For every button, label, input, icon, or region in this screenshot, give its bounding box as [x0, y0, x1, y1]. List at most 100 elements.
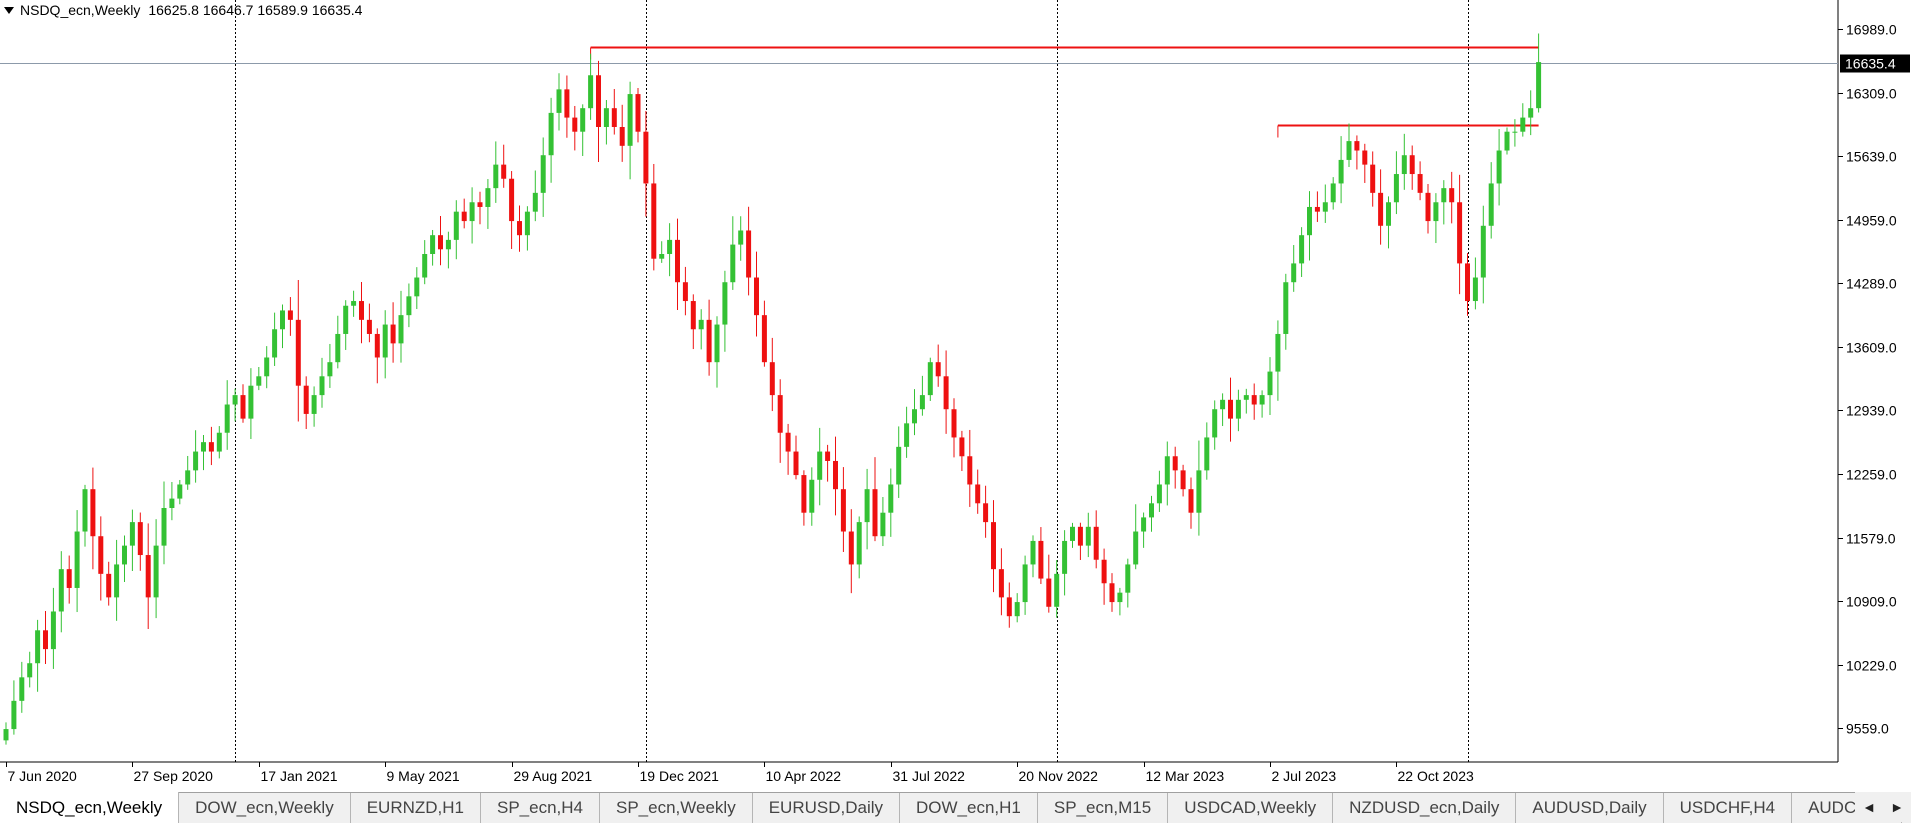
- candle-bullish[interactable]: [177, 479, 183, 505]
- candle-bullish[interactable]: [1386, 196, 1391, 249]
- candle-bullish[interactable]: [1307, 191, 1312, 261]
- candle-bearish[interactable]: [1172, 446, 1178, 489]
- candle-bearish[interactable]: [240, 384, 246, 423]
- candle-bearish[interactable]: [746, 206, 752, 296]
- candle-bullish[interactable]: [469, 187, 475, 244]
- tab-usdcad-weekly[interactable]: USDCAD,Weekly: [1168, 793, 1334, 823]
- candle-bearish[interactable]: [1449, 171, 1455, 224]
- candle-bullish[interactable]: [445, 231, 451, 269]
- candle-bearish[interactable]: [682, 266, 688, 316]
- candle-bullish[interactable]: [880, 497, 886, 547]
- candle-bullish[interactable]: [714, 316, 720, 388]
- candle-bearish[interactable]: [643, 110, 649, 217]
- candle-bearish[interactable]: [1046, 554, 1052, 613]
- candle-bullish[interactable]: [453, 200, 459, 260]
- candle-bullish[interactable]: [11, 680, 17, 735]
- tab-sp-ecn-m15[interactable]: SP_ecn,M15: [1038, 793, 1169, 823]
- candle-bullish[interactable]: [1204, 422, 1210, 480]
- candle-bearish[interactable]: [1457, 174, 1463, 295]
- candle-bearish[interactable]: [777, 379, 783, 463]
- candle-bullish[interactable]: [169, 482, 175, 521]
- candle-bullish[interactable]: [351, 290, 357, 317]
- candle-bullish[interactable]: [35, 619, 41, 692]
- candle-bullish[interactable]: [1235, 389, 1241, 432]
- candle-bullish[interactable]: [1330, 177, 1336, 210]
- candle-bearish[interactable]: [66, 555, 72, 604]
- candle-bearish[interactable]: [754, 251, 759, 337]
- candle-bullish[interactable]: [603, 99, 609, 145]
- candle-bullish[interactable]: [485, 179, 491, 229]
- candle-bearish[interactable]: [1417, 161, 1423, 201]
- candle-bullish[interactable]: [50, 587, 56, 669]
- candle-bullish[interactable]: [1267, 357, 1273, 416]
- candle-bullish[interactable]: [216, 426, 222, 459]
- candle-bearish[interactable]: [951, 398, 957, 458]
- candle-bearish[interactable]: [1093, 510, 1099, 569]
- candle-bullish[interactable]: [129, 509, 135, 572]
- candle-bullish[interactable]: [1504, 127, 1510, 155]
- candle-bearish[interactable]: [98, 516, 104, 601]
- candle-bullish[interactable]: [1022, 555, 1028, 615]
- chart-area[interactable]: 16989.0 16309.0 15639.0 14959.0 14289.0 13609…: [0, 0, 1911, 792]
- candle-bearish[interactable]: [975, 469, 981, 514]
- candle-bearish[interactable]: [90, 467, 96, 570]
- candle-bearish[interactable]: [833, 436, 838, 516]
- candle-bearish[interactable]: [1362, 143, 1368, 183]
- candle-bearish[interactable]: [635, 88, 641, 143]
- candle-bullish[interactable]: [161, 481, 167, 565]
- candle-bearish[interactable]: [1251, 383, 1257, 420]
- candle-bearish[interactable]: [1077, 522, 1083, 560]
- candle-bullish[interactable]: [927, 357, 933, 401]
- candle-bullish[interactable]: [1070, 522, 1075, 548]
- candle-bullish[interactable]: [319, 357, 325, 408]
- tab-dow-ecn-h1[interactable]: DOW_ecn,H1: [900, 793, 1038, 823]
- candle-bullish[interactable]: [1536, 33, 1542, 113]
- candle-bullish[interactable]: [224, 380, 230, 450]
- candle-bearish[interactable]: [706, 299, 712, 376]
- candle-bearish[interactable]: [477, 191, 483, 225]
- candle-bearish[interactable]: [1465, 253, 1470, 316]
- candle-bullish[interactable]: [1480, 205, 1486, 304]
- candle-bullish[interactable]: [817, 427, 823, 506]
- candle-bullish[interactable]: [698, 309, 704, 350]
- candle-bullish[interactable]: [3, 722, 9, 745]
- tab-nsdq-ecn-weekly[interactable]: NSDQ_ecn,Weekly: [0, 792, 180, 823]
- candle-bearish[interactable]: [1425, 184, 1431, 234]
- candle-bullish[interactable]: [556, 73, 562, 131]
- candle-bullish[interactable]: [919, 375, 925, 416]
- candle-bearish[interactable]: [675, 218, 680, 310]
- candle-bullish[interactable]: [1196, 440, 1202, 536]
- candle-bullish[interactable]: [1149, 495, 1154, 532]
- candle-bullish[interactable]: [1291, 245, 1297, 292]
- candle-bullish[interactable]: [548, 97, 554, 183]
- candle-bearish[interactable]: [651, 163, 657, 271]
- candle-bullish[interactable]: [343, 300, 349, 350]
- candle-bullish[interactable]: [272, 312, 278, 366]
- tab-dow-ecn-weekly[interactable]: DOW_ecn,Weekly: [179, 793, 351, 823]
- candle-bullish[interactable]: [888, 468, 894, 537]
- candle-bullish[interactable]: [1030, 535, 1036, 578]
- candle-bullish[interactable]: [1338, 136, 1344, 204]
- candle-bearish[interactable]: [943, 350, 949, 434]
- candle-bearish[interactable]: [572, 105, 578, 151]
- candle-bearish[interactable]: [1109, 573, 1115, 612]
- candle-bullish[interactable]: [1441, 180, 1447, 225]
- candle-bearish[interactable]: [769, 337, 775, 412]
- candle-bullish[interactable]: [327, 343, 333, 388]
- candle-bearish[interactable]: [1314, 191, 1320, 222]
- candle-bullish[interactable]: [809, 467, 815, 526]
- candle-bearish[interactable]: [438, 216, 443, 266]
- candle-bearish[interactable]: [106, 561, 112, 606]
- candle-bearish[interactable]: [1228, 377, 1233, 442]
- candle-bullish[interactable]: [1433, 193, 1439, 244]
- scroll-left-icon[interactable]: ◄: [1862, 799, 1876, 815]
- tab-nzdusd-ecn-daily[interactable]: NZDUSD_ecn,Daily: [1333, 793, 1517, 823]
- candle-bearish[interactable]: [848, 509, 854, 594]
- candle-bullish[interactable]: [335, 315, 341, 369]
- tab-audusd-daily[interactable]: AUDUSD,Daily: [1516, 793, 1664, 823]
- candle-bullish[interactable]: [201, 434, 206, 471]
- candle-bullish[interactable]: [1117, 587, 1123, 616]
- candle-bullish[interactable]: [414, 267, 420, 310]
- candle-bullish[interactable]: [904, 406, 910, 458]
- candle-bearish[interactable]: [619, 104, 625, 162]
